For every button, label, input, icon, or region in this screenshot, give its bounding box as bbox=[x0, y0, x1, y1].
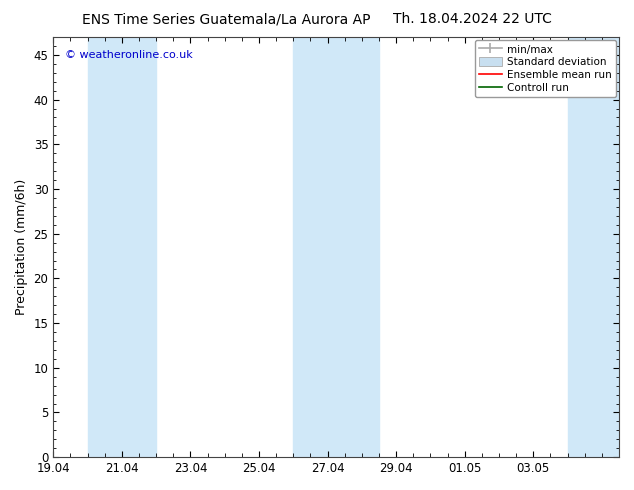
Text: © weatheronline.co.uk: © weatheronline.co.uk bbox=[65, 49, 192, 60]
Legend: min/max, Standard deviation, Ensemble mean run, Controll run: min/max, Standard deviation, Ensemble me… bbox=[475, 40, 616, 97]
Y-axis label: Precipitation (mm/6h): Precipitation (mm/6h) bbox=[15, 179, 28, 315]
Bar bbox=[567, 37, 619, 457]
Bar bbox=[294, 37, 379, 457]
Bar bbox=[87, 37, 156, 457]
Text: ENS Time Series Guatemala/La Aurora AP: ENS Time Series Guatemala/La Aurora AP bbox=[82, 12, 371, 26]
Text: Th. 18.04.2024 22 UTC: Th. 18.04.2024 22 UTC bbox=[392, 12, 552, 26]
